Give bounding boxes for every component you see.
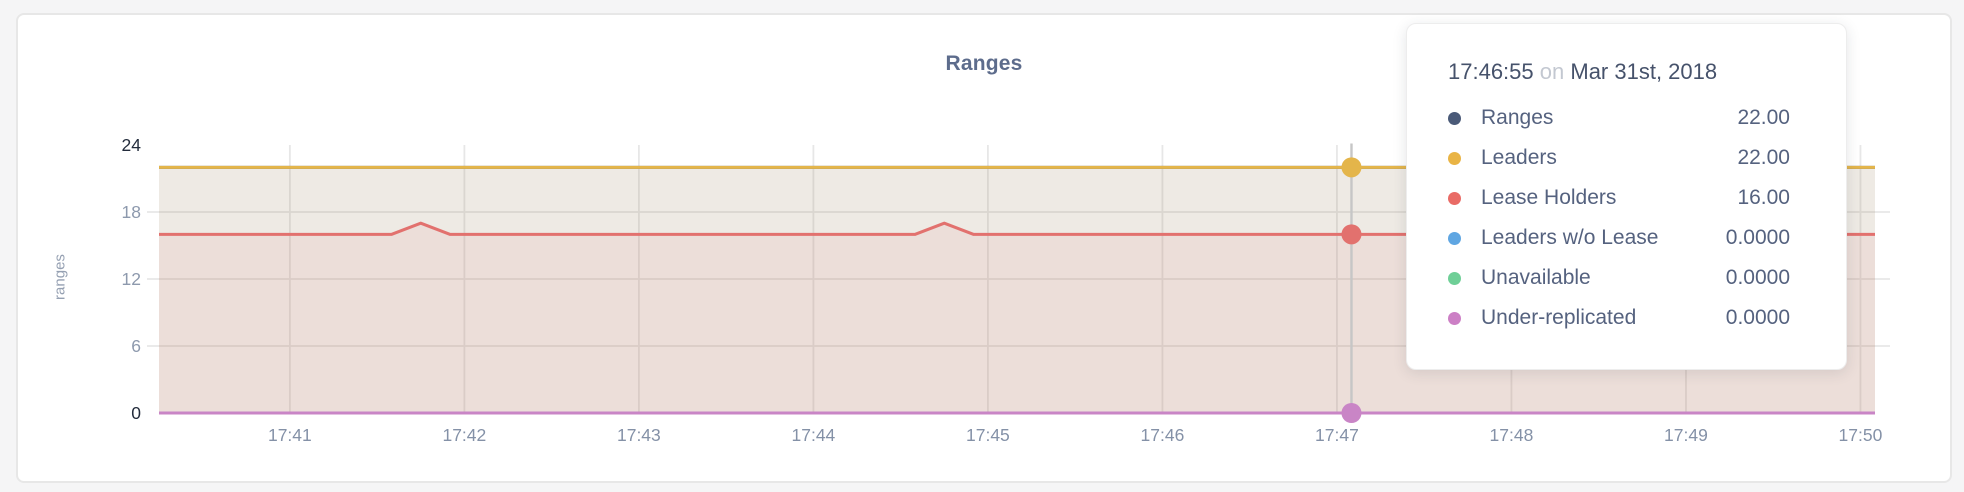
series-value: 16.00 [1737,186,1790,209]
tooltip-time: 17:46:55 [1448,59,1534,84]
y-tick-label: 0 [131,403,141,423]
hover-dot-leaders [1341,157,1362,178]
x-tick-label: 17:44 [791,425,836,445]
tooltip-on-word: on [1539,59,1565,84]
series-label: Leaders [1481,146,1557,169]
series-color-dot [1448,231,1461,245]
series-color-dot [1448,111,1461,125]
x-tick-label: 17:46 [1140,425,1185,445]
hover-dot-under-replicated [1341,403,1362,423]
series-value: 22.00 [1737,106,1790,129]
x-tick-label: 17:43 [616,425,661,445]
tooltip-row-leaders: Leaders 22.00 [1448,138,1790,178]
series-label: Ranges [1481,106,1554,129]
x-tick-label: 17:42 [442,425,487,445]
series-label: Lease Holders [1481,186,1617,209]
tooltip-legend: Ranges 22.00 Leaders 22.00 Lease Holders 16.0… [1448,98,1790,338]
series-color-dot [1448,271,1461,285]
tooltip-row-leaders-w-o-lease: Leaders w/o Lease 0.0000 [1448,218,1790,258]
series-label: Unavailable [1481,266,1591,289]
series-value: 22.00 [1737,146,1790,169]
y-tick-label: 24 [121,135,141,155]
x-tick-label: 17:49 [1664,425,1708,445]
y-tick-label: 12 [121,269,141,289]
series-color-dot [1448,311,1461,325]
tooltip-row-unavailable: Unavailable 0.0000 [1448,258,1790,298]
tooltip-date: Mar 31st, 2018 [1570,59,1718,84]
hover-dots [1341,157,1362,423]
tooltip-row-lease-holders: Lease Holders 16.00 [1448,178,1790,218]
series-label: Leaders w/o Lease [1481,226,1659,249]
y-tick-label: 6 [131,336,141,356]
x-tick-label: 17:41 [267,425,312,445]
tooltip-row-ranges: Ranges 22.00 [1448,98,1790,138]
x-tick-label: 17:50 [1838,425,1883,445]
series-label: Under-replicated [1481,306,1637,329]
series-value: 0.0000 [1725,226,1790,249]
x-tick-label: 17:48 [1489,425,1534,445]
hover-dot-lease-holders [1341,224,1362,245]
series-value: 0.0000 [1725,306,1790,329]
series-value: 0.0000 [1725,266,1790,289]
chart-title: Ranges [945,52,1023,75]
series-color-dot [1448,151,1461,165]
line-lease-holders [159,221,1875,236]
x-tick-label: 17:47 [1315,425,1359,445]
hover-tooltip: 17:46:55 on Mar 31st, 2018 Ranges 22.00 Le… [1406,23,1847,370]
tooltip-timestamp: 17:46:55 on Mar 31st, 2018 [1448,58,1790,86]
series-color-dot [1448,191,1461,205]
x-tick-label: 17:45 [966,425,1010,445]
y-tick-label: 18 [121,202,141,222]
tooltip-row-under-replicated: Under-replicated 0.0000 [1448,298,1790,338]
